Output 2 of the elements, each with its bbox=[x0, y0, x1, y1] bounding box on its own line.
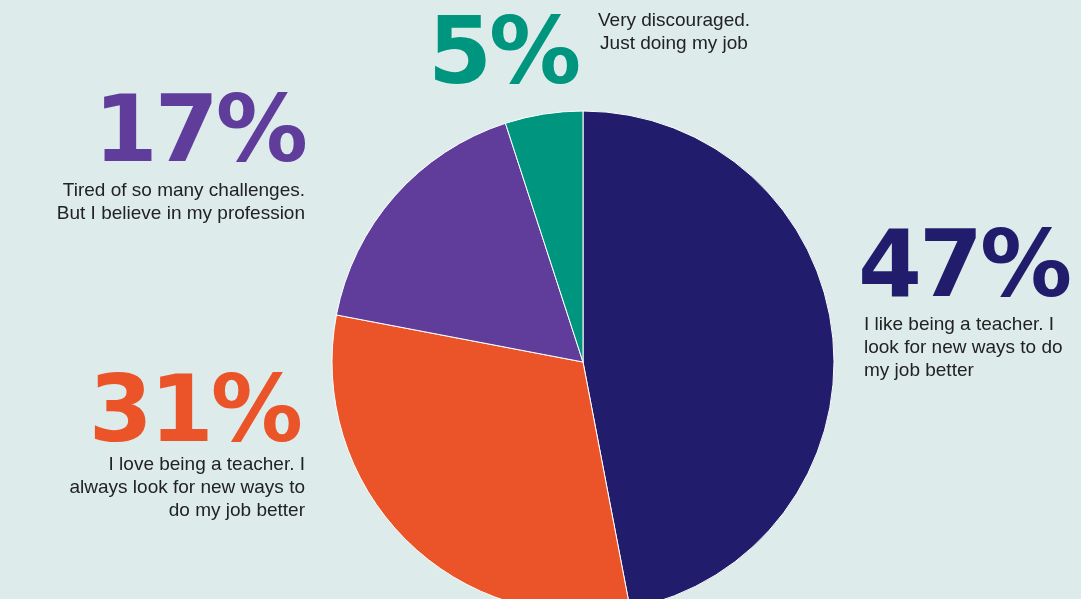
data-label: 5% bbox=[428, 0, 579, 105]
slice-label: Very discouraged. Just doing my job bbox=[596, 8, 752, 54]
